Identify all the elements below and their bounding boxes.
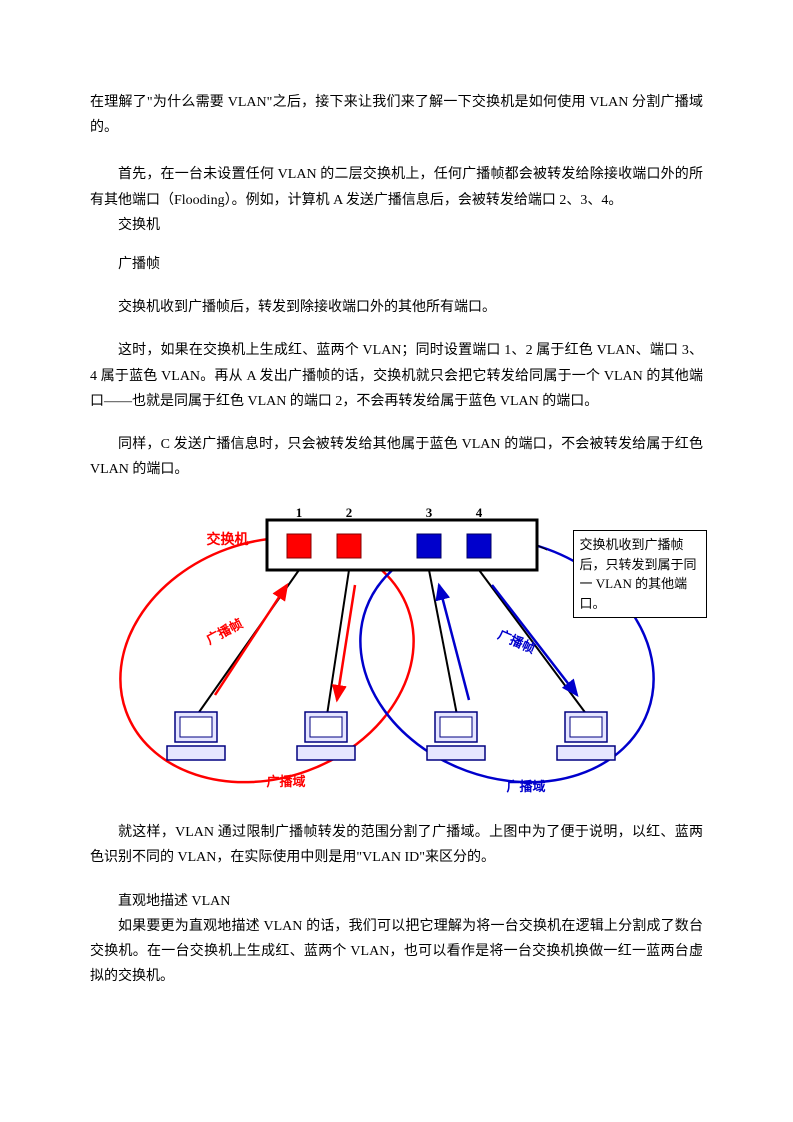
pc-3 [427,712,485,760]
pc-1 [167,712,225,760]
vlan-diagram: 交换机 广播帧 广播帧 广播域 广播域 交换机收到广播帧后，只转发到属于同一 V… [117,500,677,800]
port-number-4: 4 [475,505,482,520]
paragraph-forward-all: 交换机收到广播帧后，转发到除接收端口外的其他所有端口。 [90,295,703,320]
red-arrow-out [337,585,355,700]
red-broadcast-domain-label: 广播域 [267,770,306,793]
port-number-1: 1 [295,505,302,520]
paragraph-vlan-setup: 这时，如果在交换机上生成红、蓝两个 VLAN；同时设置端口 1、2 属于红色 V… [90,338,703,414]
paragraph-flooding: 首先，在一台未设置任何 VLAN 的二层交换机上，任何广播帧都会被转发给除接收端… [90,162,703,212]
port-4 [467,534,491,558]
diagram-callout-box: 交换机收到广播帧后，只转发到属于同一 VLAN 的其他端口。 [573,530,707,618]
port-number-3: 3 [425,505,432,520]
paragraph-intro: 在理解了"为什么需要 VLAN"之后，接下来让我们来了解一下交换机是如何使用 V… [90,90,703,140]
label-switch-text: 交换机 [90,213,703,238]
diagram-switch-label: 交换机 [207,528,249,553]
paragraph-c-broadcast: 同样，C 发送广播信息时，只会被转发给其他属于蓝色 VLAN 的端口，不会被转发… [90,432,703,482]
port-3 [417,534,441,558]
port-2 [337,534,361,558]
heading-intuitive: 直观地描述 VLAN [90,889,703,914]
port-1 [287,534,311,558]
label-broadcast-frame-text: 广播帧 [90,252,703,277]
pc-2 [297,712,355,760]
paragraph-summary: 就这样，VLAN 通过限制广播帧转发的范围分割了广播域。上图中为了便于说明，以红… [90,820,703,870]
pc-4 [557,712,615,760]
blue-broadcast-domain-label: 广播域 [507,775,546,798]
paragraph-intuitive: 如果要更为直观地描述 VLAN 的话，我们可以把它理解为将一台交换机在逻辑上分割… [90,914,703,990]
port-number-2: 2 [345,505,352,520]
document-page: 在理解了"为什么需要 VLAN"之后，接下来让我们来了解一下交换机是如何使用 V… [0,0,793,1122]
